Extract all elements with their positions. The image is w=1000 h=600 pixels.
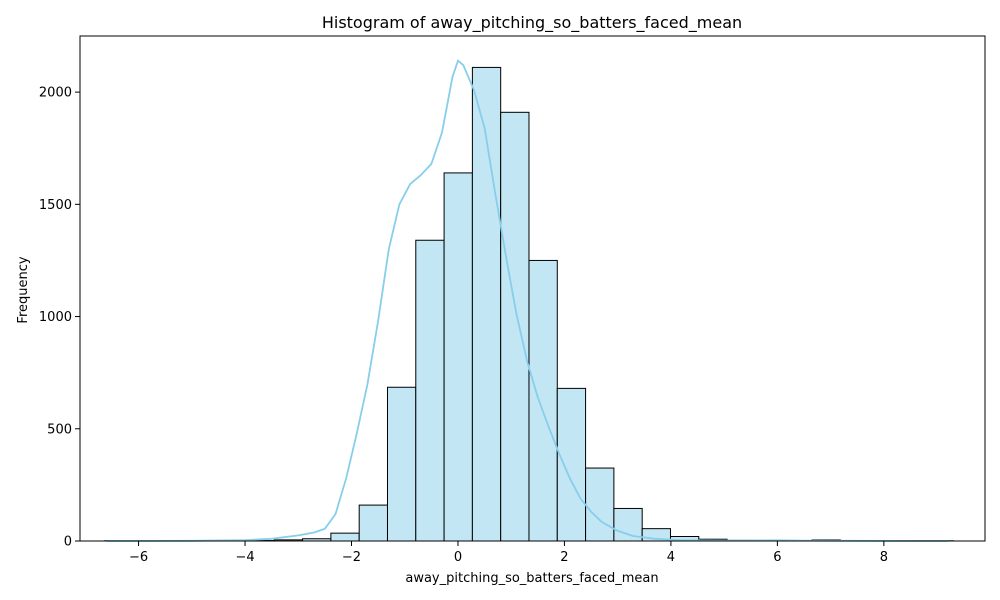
histogram-bars xyxy=(103,66,954,542)
x-tick-label: −6 xyxy=(129,550,148,565)
histogram-bar xyxy=(330,532,360,542)
kde-curve xyxy=(106,59,948,542)
histogram-bar xyxy=(358,504,388,542)
y-axis-label: Frequency xyxy=(16,256,31,323)
y-tick-label: 0 xyxy=(64,535,72,550)
plot-frame xyxy=(79,35,986,542)
y-tick-label: 500 xyxy=(47,422,72,437)
x-axis-label: away_pitching_so_batters_faced_mean xyxy=(405,571,658,586)
histogram-bar xyxy=(556,387,587,542)
histogram-bar xyxy=(471,66,502,542)
histogram-bar xyxy=(500,111,530,542)
histogram-bar xyxy=(415,239,445,542)
x-tick-label: 6 xyxy=(773,550,781,565)
y-axis-ticks: 0 500 1000 1500 2000 xyxy=(39,86,80,550)
x-tick-label: −4 xyxy=(235,550,254,565)
histogram-bar xyxy=(443,172,473,542)
y-tick-label: 1500 xyxy=(39,198,72,213)
y-tick-label: 1000 xyxy=(39,310,72,325)
x-axis-ticks: −6 −4 −2 0 2 4 6 8 xyxy=(129,541,888,565)
y-tick-label: 2000 xyxy=(39,86,72,101)
chart-title: Histogram of away_pitching_so_batters_fa… xyxy=(322,13,742,33)
x-tick-label: −2 xyxy=(342,550,361,565)
histogram-bar xyxy=(386,386,417,542)
histogram-bar xyxy=(585,467,615,542)
histogram-bar xyxy=(528,259,558,542)
x-tick-label: 2 xyxy=(560,550,568,565)
x-tick-label: 0 xyxy=(454,550,462,565)
x-tick-label: 4 xyxy=(667,550,675,565)
x-tick-label: 8 xyxy=(880,550,888,565)
